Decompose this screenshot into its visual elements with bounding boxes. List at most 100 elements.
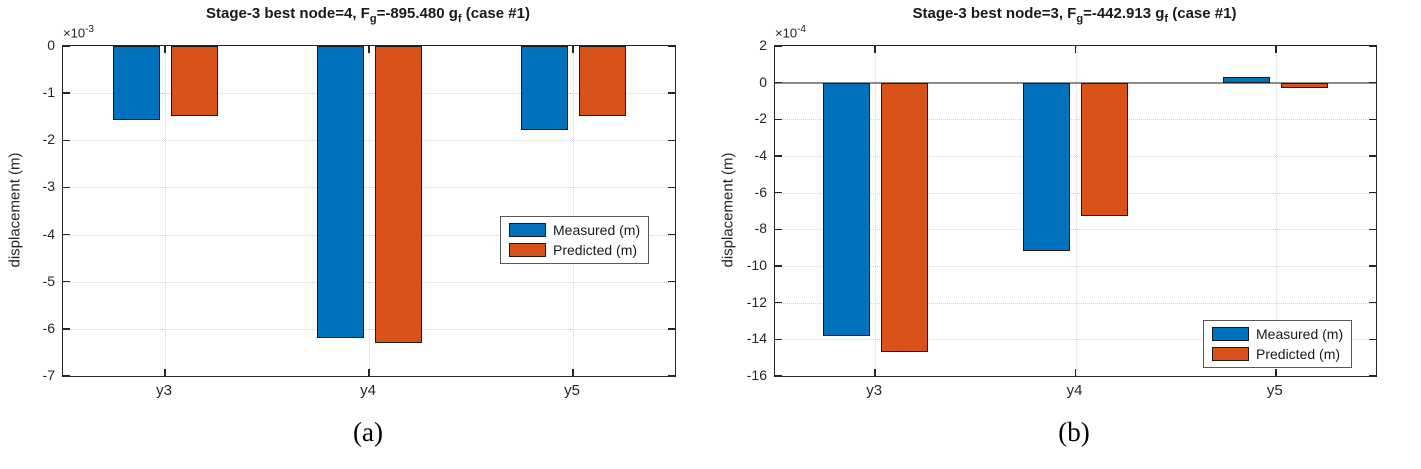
y-tick-mark — [668, 45, 675, 47]
y-tick-mark — [63, 186, 70, 189]
y-axis-label: displacement (m) — [6, 152, 24, 268]
zero-line — [775, 81, 1376, 84]
bar-measured-y4 — [316, 46, 364, 339]
legend-label-predicted: Predicted (m) — [553, 242, 638, 258]
y-axis-label: displacement (m) — [719, 152, 737, 268]
y-tick-mark — [1369, 191, 1376, 194]
y-tick-mark — [1369, 338, 1376, 341]
y-tick-mark — [775, 81, 782, 84]
bar-predicted-y5 — [578, 46, 626, 116]
legend-label-measured: Measured (m) — [1256, 326, 1344, 342]
y-tick-mark — [1369, 301, 1376, 304]
y-tick-mark — [1369, 118, 1376, 121]
x-tick-label: y3 — [156, 382, 172, 399]
bar-measured-y5 — [520, 46, 568, 130]
y-tick-label: -8 — [754, 220, 767, 237]
bar-predicted-y4 — [1081, 82, 1128, 217]
y-tick-label: -16 — [746, 367, 767, 383]
y-tick-label: -1 — [42, 84, 55, 101]
legend-swatch-measured — [1212, 327, 1249, 341]
x-tick-mark — [368, 369, 370, 376]
y-tick-label: -6 — [754, 183, 767, 200]
bar-measured-y3 — [822, 82, 870, 336]
y-tick-mark — [775, 155, 782, 157]
y-tick-mark — [63, 280, 70, 283]
y-tick-mark — [775, 228, 782, 231]
axis-exponent-label: ×10-3 — [63, 24, 94, 41]
chart-title: Stage-3 best node=3, Fg=-442.913 gf (cas… — [912, 5, 1237, 25]
x-tick-mark — [1074, 369, 1077, 376]
legend-item-measured: Measured (m) — [1212, 326, 1343, 342]
legend-label-measured: Measured (m) — [553, 222, 641, 238]
panel-caption-a: (a) — [353, 417, 383, 447]
x-tick-mark — [368, 46, 370, 53]
y-tick-mark — [668, 92, 675, 94]
chart-panel-b: 2 0 -2 -4 -6 -8 -10 -12 -14 -16 y3 y4 y5 Stage-3 best… — [711, 0, 1421, 469]
y-tick-label: -14 — [746, 330, 767, 347]
y-tick-mark — [668, 328, 675, 330]
y-tick-label: -2 — [754, 110, 767, 127]
legend-swatch-predicted — [1212, 347, 1249, 361]
bar-predicted-y4 — [374, 46, 422, 343]
plot-area — [62, 45, 676, 377]
legend: Measured (m) Predicted (m) — [500, 216, 650, 264]
x-tick-label: y4 — [1066, 382, 1083, 399]
y-tick-label: -7 — [42, 367, 55, 383]
y-tick-label: -10 — [746, 257, 767, 273]
y-tick-mark — [63, 45, 70, 47]
grid-line-vertical — [165, 46, 166, 376]
x-tick-mark — [572, 369, 574, 376]
y-tick-label: 0 — [759, 73, 767, 90]
x-tick-label: y3 — [866, 382, 883, 399]
y-tick-mark — [1369, 375, 1376, 377]
legend-item-predicted: Predicted (m) — [1212, 346, 1343, 362]
grid-line-vertical — [369, 46, 370, 376]
y-tick-mark — [668, 375, 675, 377]
y-tick-mark — [775, 45, 782, 47]
chart-title: Stage-3 best node=4, Fg=-895.480 gf (cas… — [206, 5, 530, 25]
bar-measured-y4 — [1023, 82, 1070, 252]
y-tick-mark — [775, 338, 782, 341]
axis-exponent-label: ×10-4 — [775, 24, 806, 41]
legend-swatch-measured — [509, 223, 546, 237]
y-tick-mark — [775, 265, 782, 267]
x-tick-label: y5 — [1266, 382, 1283, 399]
x-tick-mark — [164, 46, 166, 53]
y-tick-mark — [63, 328, 70, 330]
panel-caption-b: (b) — [1058, 417, 1090, 447]
y-tick-label: -4 — [754, 147, 767, 163]
y-tick-label: -6 — [42, 319, 55, 336]
y-tick-mark — [775, 375, 782, 377]
y-tick-mark — [1369, 228, 1376, 231]
y-tick-mark — [1369, 265, 1376, 267]
legend-item-predicted: Predicted (m) — [509, 242, 640, 258]
y-tick-mark — [63, 92, 70, 94]
bar-predicted-y3 — [880, 82, 928, 353]
y-tick-label: -2 — [42, 131, 55, 148]
y-tick-mark — [775, 191, 782, 194]
grid-line-vertical — [1075, 46, 1077, 376]
x-tick-label: y4 — [360, 382, 376, 399]
y-tick-mark — [668, 139, 675, 142]
bar-predicted-y5 — [1281, 82, 1329, 89]
y-tick-label: -12 — [746, 293, 767, 310]
x-tick-label: y5 — [564, 382, 580, 399]
y-tick-label: 0 — [47, 37, 55, 53]
x-tick-mark — [164, 369, 166, 376]
y-tick-label: -3 — [42, 178, 55, 195]
legend-label-predicted: Predicted (m) — [1256, 346, 1341, 362]
y-tick-mark — [63, 139, 70, 142]
y-tick-mark — [668, 186, 675, 189]
x-tick-mark — [1275, 369, 1277, 376]
legend: Measured (m) Predicted (m) — [1203, 320, 1353, 368]
y-tick-mark — [1369, 81, 1376, 84]
y-tick-mark — [1369, 155, 1376, 157]
y-tick-mark — [668, 233, 675, 236]
y-tick-label: -5 — [42, 272, 55, 289]
y-tick-mark — [1369, 45, 1376, 47]
legend-swatch-predicted — [509, 243, 546, 257]
grid-line-vertical — [875, 46, 877, 376]
y-tick-label: -4 — [42, 225, 55, 242]
y-tick-mark — [775, 301, 782, 304]
